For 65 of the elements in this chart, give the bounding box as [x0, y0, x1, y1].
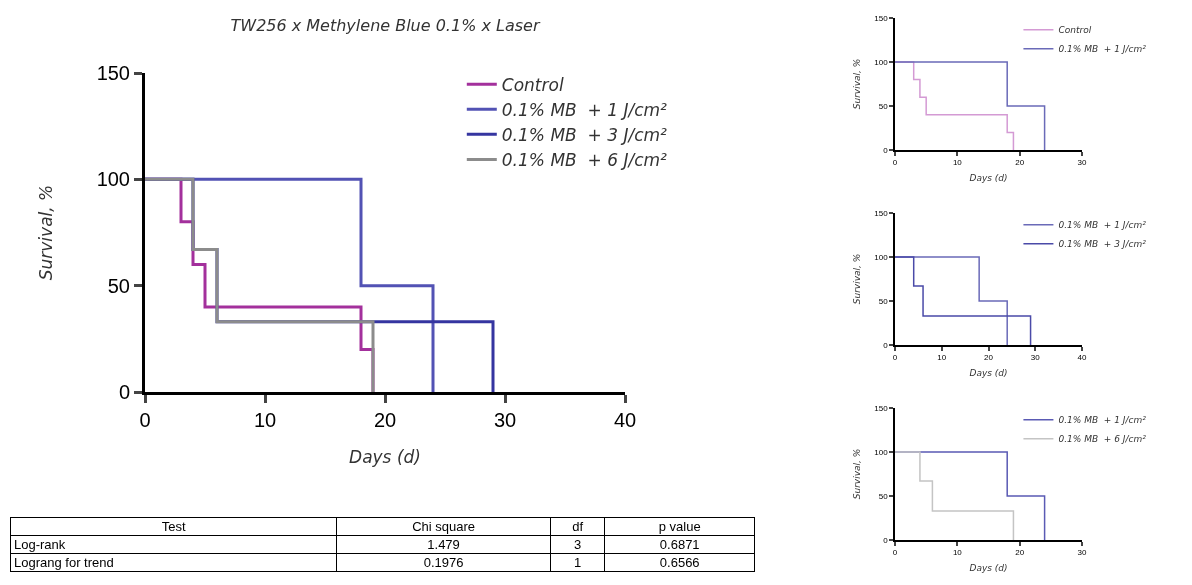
x-tick-label: 20 — [984, 353, 994, 363]
text: Test — [10, 517, 337, 536]
y-axis-title: Survival, % — [852, 253, 863, 305]
y-tick-label: 50 — [878, 296, 889, 306]
y-tick-label: 0 — [883, 340, 889, 350]
x-tick-label: 20 — [1015, 158, 1025, 168]
x-axis-title: Days (d) — [969, 562, 1008, 573]
y-tick-label: 50 — [107, 274, 130, 297]
x-tick-label: 40 — [1077, 353, 1087, 363]
x-tick-label: 20 — [1015, 548, 1025, 558]
text: 0.6566 — [604, 553, 755, 572]
y-tick-label: 50 — [878, 491, 889, 501]
y-tick-label: 0 — [883, 145, 889, 155]
text: Chi square — [336, 517, 551, 536]
text: Log-rank — [10, 535, 337, 554]
y-tick-label: 50 — [878, 101, 889, 111]
x-tick-label: 40 — [613, 409, 637, 431]
y-tick-label: 150 — [874, 208, 889, 218]
y-axis-title: Survival, % — [36, 184, 57, 281]
x-tick-label: 30 — [1030, 353, 1041, 363]
text: 1 — [550, 553, 605, 572]
y-tick-label: 150 — [874, 403, 889, 413]
y-tick-label: 150 — [874, 13, 889, 23]
y-tick-label: 100 — [96, 168, 130, 191]
legend-label: 0.1% MB + 3 J/cm² — [501, 125, 668, 145]
text: 3 — [550, 535, 605, 554]
x-tick-label: 30 — [1077, 158, 1087, 168]
legend-label: 0.1% MB + 1 J/cm² — [1058, 44, 1147, 55]
x-tick-label: 0 — [892, 548, 898, 558]
legend-label: 0.1% MB + 6 J/cm² — [501, 150, 668, 171]
text: 1.479 — [336, 535, 551, 554]
x-tick-label: 10 — [937, 353, 947, 363]
y-tick-label: 100 — [874, 57, 889, 67]
x-tick-label: 20 — [373, 409, 397, 431]
legend-label: Control — [501, 74, 564, 95]
legend-label: 0.1% MB + 1 J/cm² — [501, 99, 668, 120]
y-tick-label: 0 — [883, 535, 889, 545]
y-tick-label: 0 — [118, 381, 130, 403]
text: 0.1976 — [336, 553, 551, 572]
x-axis-title: Days (d) — [349, 447, 421, 468]
legend-label: 0.1% MB + 3 J/cm² — [1058, 239, 1147, 250]
x-tick-label: 30 — [493, 409, 517, 431]
y-tick-label: 100 — [874, 447, 889, 457]
text: Lograng for trend — [10, 553, 337, 572]
text: p value — [604, 517, 755, 536]
y-tick-label: 150 — [96, 62, 130, 84]
y-axis-title: Survival, % — [852, 58, 863, 110]
legend-label: Control — [1058, 25, 1092, 36]
x-tick-label: 10 — [952, 158, 963, 168]
x-tick-label: 0 — [892, 353, 898, 363]
x-tick-label: 10 — [952, 548, 963, 558]
x-axis-title: Days (d) — [969, 367, 1008, 378]
x-axis-title: Days (d) — [969, 172, 1008, 183]
x-tick-label: 0 — [139, 409, 151, 431]
x-tick-label: 10 — [253, 409, 277, 431]
chart-title: TW256 x Methylene Blue 0.1% x Laser — [230, 15, 541, 35]
text: 0.6871 — [604, 535, 755, 554]
x-tick-label: 30 — [1077, 548, 1087, 558]
legend-label: 0.1% MB + 1 J/cm² — [1058, 220, 1147, 231]
x-tick-label: 0 — [892, 158, 898, 168]
legend-label: 0.1% MB + 6 J/cm² — [1058, 434, 1147, 445]
y-tick-label: 100 — [874, 252, 889, 262]
legend-label: 0.1% MB + 1 J/cm² — [1058, 415, 1147, 426]
y-axis-title: Survival, % — [852, 448, 863, 500]
text: df — [550, 517, 605, 536]
